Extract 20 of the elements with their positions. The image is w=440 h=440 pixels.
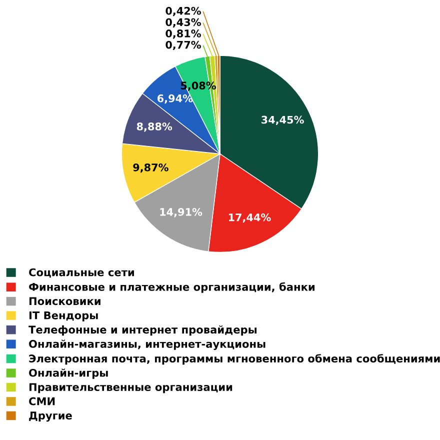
legend-label: Социальные сети [29, 268, 134, 278]
legend-label: Онлайн-игры [29, 368, 108, 379]
legend-label: Правительственные организации [29, 383, 232, 394]
data-label: 14,91% [160, 208, 202, 218]
legend-label: СМИ [29, 397, 55, 406]
data-label: 34,45% [262, 116, 304, 126]
legend-label: Финансовые и платежные организации, банки [29, 282, 314, 293]
legend-label: Другие [29, 412, 72, 422]
legend-label: Электронная почта, программы мгновенного обмена сообщениями [29, 354, 440, 365]
data-label: 17,44% [228, 213, 271, 223]
data-label: 9,87% [133, 163, 168, 173]
data-label: 0,42% [166, 6, 201, 16]
data-label: 8,88% [136, 122, 172, 132]
data-label: 0,81% [166, 30, 201, 39]
data-label: 0,77% [166, 40, 201, 50]
legend-label: Поисковики [29, 297, 100, 306]
legend-label: Телефонные и интернет провайдеры [28, 325, 257, 336]
legend-label: IT Вендоры [29, 311, 98, 322]
data-label: 0,43% [166, 18, 201, 28]
legend-label: Онлайн-магазины, интернет-аукционы [29, 340, 266, 350]
